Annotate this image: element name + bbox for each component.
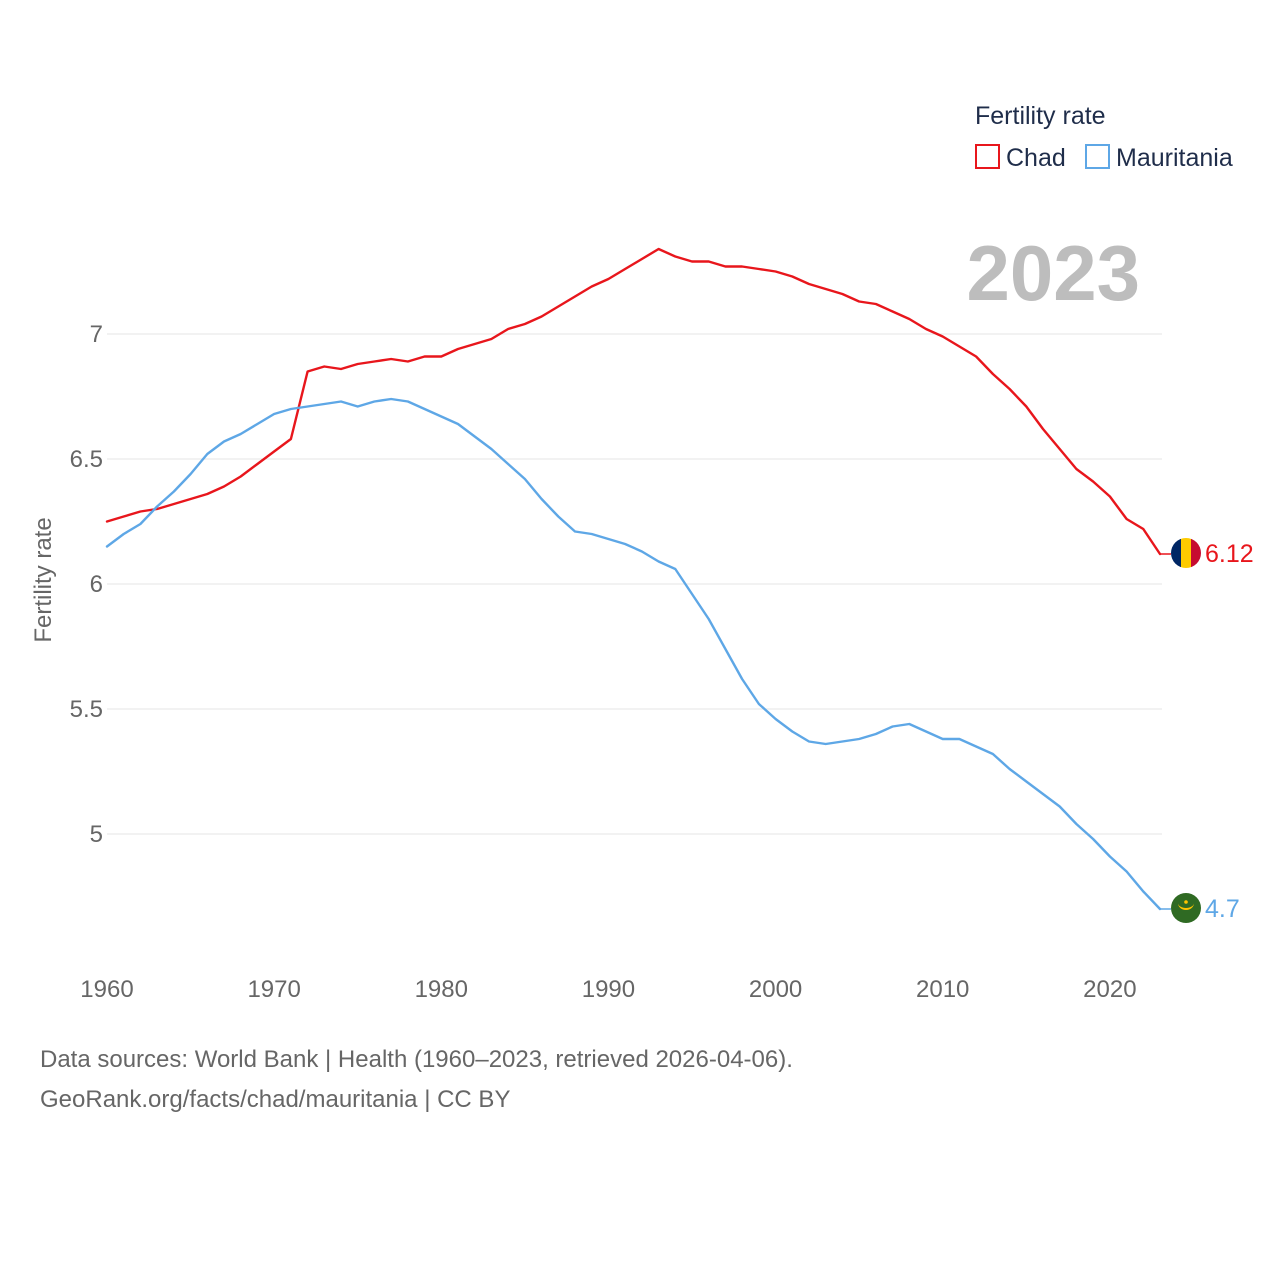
x-axis-ticks: 1960 1970 1980 1990 2000 2010 2020 [80, 976, 1136, 1003]
x-tick-label: 2020 [1083, 976, 1136, 1003]
legend: Fertility rate Chad Mauritania [975, 102, 1233, 172]
y-tick-label: 6 [90, 571, 103, 598]
series-layer: 6.12 4.7 [105, 247, 1254, 923]
x-tick-label: 1970 [247, 976, 300, 1003]
mauritania-flag-icon [1171, 893, 1201, 923]
line-chart: 5 5.5 6 6.5 7 1960 1970 1980 1990 2000 2010 2020 F… [30, 102, 1254, 1003]
y-tick-label: 7 [90, 321, 103, 348]
legend-label-mauritania: Mauritania [1116, 144, 1233, 172]
footer-sources: Data sources: World Bank | Health (1960–… [40, 1046, 793, 1073]
y-axis-title: Fertility rate [30, 517, 57, 642]
legend-swatch-chad [975, 144, 1000, 169]
y-gridlines [107, 333, 1162, 835]
footer-link[interactable]: GeoRank.org/facts/chad/mauritania | CC B… [40, 1086, 511, 1113]
x-tick-label: 1990 [582, 976, 635, 1003]
chad-flag-icon [1171, 538, 1201, 568]
end-value-label-mauritania: 4.7 [1205, 895, 1240, 923]
series-line-mauritania [105, 397, 1162, 911]
x-tick-label: 2000 [749, 976, 802, 1003]
series-line-chad [105, 247, 1162, 556]
y-axis-ticks: 5 5.5 6 6.5 7 [70, 321, 103, 848]
y-tick-label: 5 [90, 821, 103, 848]
legend-label-chad: Chad [1006, 144, 1066, 172]
legend-title: Fertility rate [975, 102, 1106, 130]
y-tick-label: 5.5 [70, 696, 103, 723]
x-tick-label: 1960 [80, 976, 133, 1003]
end-value-label-chad: 6.12 [1205, 540, 1254, 568]
y-tick-label: 6.5 [70, 446, 103, 473]
x-tick-label: 1980 [415, 976, 468, 1003]
legend-swatch-mauritania [1085, 144, 1110, 169]
x-tick-label: 2010 [916, 976, 969, 1003]
year-label: 2023 [966, 229, 1140, 317]
